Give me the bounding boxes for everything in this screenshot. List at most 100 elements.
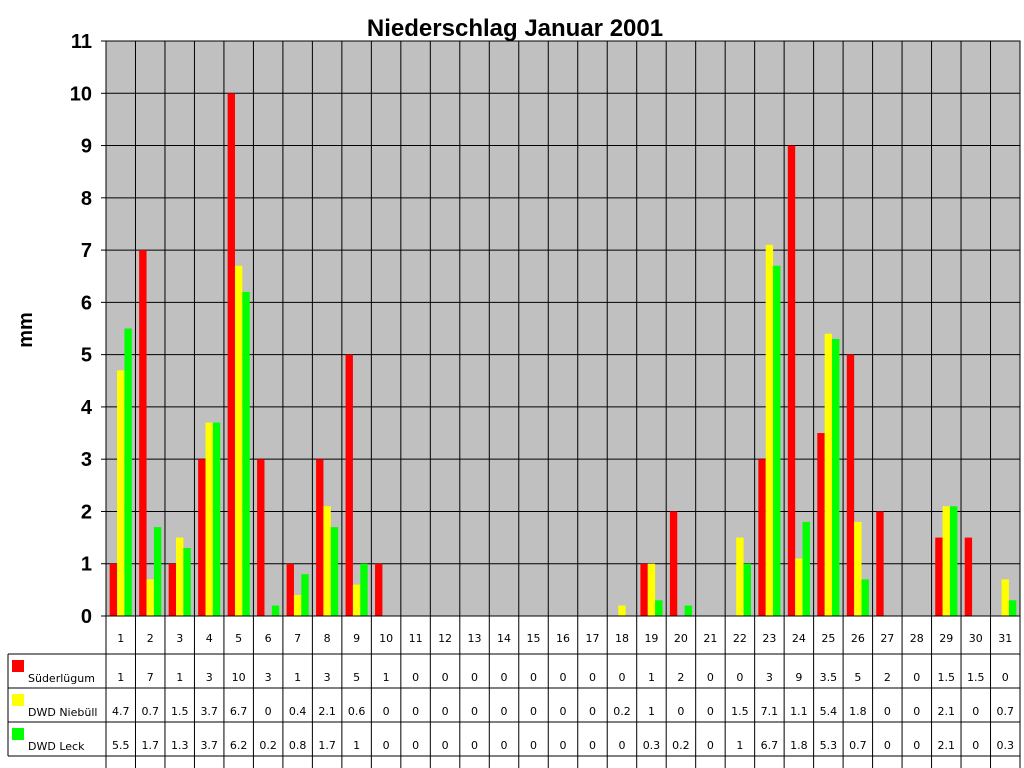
table-cell: 3 (766, 671, 773, 684)
table-cell: 1 (383, 671, 390, 684)
bar-dwd-nieb-ll-31 (1001, 579, 1009, 616)
table-cell: 2.1 (938, 705, 956, 718)
table-cell: 6.2 (230, 739, 248, 752)
legend-swatch (12, 660, 24, 672)
x-tick-label: 16 (556, 632, 570, 645)
bar-dwd-leck-5 (242, 291, 250, 616)
table-cell: 0 (383, 739, 390, 752)
bar-dwd-nieb-ll-7 (293, 595, 302, 616)
x-tick-label: 22 (733, 632, 747, 645)
x-tick-label: 8 (324, 632, 331, 645)
bar-dwd-leck-29 (949, 506, 958, 616)
y-tick-label: 6 (81, 292, 92, 314)
table-cell: 0 (501, 705, 508, 718)
bar-s-derl-gum-20 (669, 511, 678, 616)
table-cell: 0.7 (997, 705, 1015, 718)
x-tick-label: 17 (585, 632, 599, 645)
x-tick-label: 26 (851, 632, 865, 645)
table-cell: 3.5 (820, 671, 838, 684)
table-cell: 0 (618, 671, 625, 684)
table-cell: 0 (560, 739, 567, 752)
y-ticks: 0 1 2 3 4 5 6 7 8 9 10 11 (70, 31, 106, 628)
x-tick-label: 29 (939, 632, 953, 645)
x-tick-label: 2 (147, 632, 154, 645)
table-cell: 0 (884, 739, 891, 752)
bar-dwd-nieb-ll-22 (736, 537, 744, 616)
table-cell: 5 (854, 671, 861, 684)
table-cell: 1 (648, 671, 655, 684)
table-cell: 2.1 (938, 739, 956, 752)
x-tick-label: 10 (379, 632, 393, 645)
table-cell: 1 (736, 739, 743, 752)
y-tick-label: 11 (71, 31, 92, 53)
y-tick-label: 0 (81, 606, 92, 628)
data-table: 1 2 3 4 5 6 7 8 9 10 11 12 13 14 15 16 17 18 19 20 21 22 23 24 2… (7, 615, 1020, 757)
x-tick-label: 19 (644, 632, 658, 645)
table-cell: 0 (530, 739, 537, 752)
y-tick-label: 2 (81, 501, 92, 523)
y-tick-label: 7 (81, 240, 92, 262)
bar-s-derl-gum-23 (758, 459, 766, 616)
bar-dwd-leck-7 (301, 574, 309, 616)
bar-dwd-nieb-ll-26 (854, 521, 862, 616)
table-cell: 0 (442, 671, 449, 684)
table-cell: 7 (147, 671, 154, 684)
table-cell: 1.5 (938, 671, 956, 684)
legend-swatch (12, 694, 24, 706)
table-cell: 0.2 (259, 739, 277, 752)
table-cell: 0 (412, 739, 419, 752)
table-cell: 9 (795, 671, 802, 684)
table-cell: 0 (265, 705, 272, 718)
table-cell: 1 (176, 671, 183, 684)
table-cell: 5.5 (112, 739, 130, 752)
table-cell: 0 (471, 739, 478, 752)
bar-dwd-nieb-ll-3 (176, 537, 184, 616)
bar-dwd-leck-20 (684, 605, 692, 616)
table-cell: 0.6 (348, 705, 366, 718)
table-cell: 0.7 (141, 705, 159, 718)
x-tick-label: 23 (762, 632, 776, 645)
table-cell: 0 (530, 671, 537, 684)
legend-label: DWD Niebüll (28, 706, 97, 719)
table-cell: 1.7 (141, 739, 159, 752)
x-tick-label: 28 (910, 632, 924, 645)
bar-s-derl-gum-8 (316, 459, 324, 616)
bar-dwd-leck-26 (861, 579, 869, 616)
table-cell: 0 (501, 671, 508, 684)
table-cell: 6.7 (230, 705, 248, 718)
bar-dwd-nieb-ll-25 (824, 333, 833, 616)
table-cell: 1.5 (967, 671, 985, 684)
bar-dwd-nieb-ll-2 (146, 579, 154, 616)
bar-s-derl-gum-26 (846, 354, 855, 616)
x-tick-label: 11 (409, 632, 423, 645)
table-cell: 0 (530, 705, 537, 718)
table-cell: 0 (677, 705, 684, 718)
table-cell: 0 (972, 705, 979, 718)
table-cell: 1.7 (318, 739, 336, 752)
x-tick-label: 18 (615, 632, 629, 645)
y-tick-label: 9 (81, 136, 92, 158)
table-cell: 0 (471, 671, 478, 684)
table-cell: 0 (913, 739, 920, 752)
x-tick-label: 20 (674, 632, 688, 645)
x-tick-label: 3 (176, 632, 183, 645)
table-cell: 1 (648, 705, 655, 718)
table-cell: 0 (618, 739, 625, 752)
x-tick-label: 1 (117, 632, 124, 645)
legend-swatch (12, 728, 24, 740)
table-cell: 3 (206, 671, 213, 684)
x-tick-label: 21 (703, 632, 717, 645)
bar-s-derl-gum-30 (964, 537, 973, 616)
bar-s-derl-gum-9 (345, 354, 353, 616)
table-cell: 0 (736, 671, 743, 684)
bar-dwd-leck-8 (330, 527, 339, 616)
table-cell: 5.3 (820, 739, 838, 752)
table-cell: 1 (294, 671, 301, 684)
x-tick-label: 6 (265, 632, 272, 645)
table-cell: 1 (117, 671, 124, 684)
table-cell: 0 (442, 739, 449, 752)
table-cell: 0.4 (289, 705, 307, 718)
bar-dwd-nieb-ll-8 (323, 506, 331, 616)
table-cell: 0 (560, 705, 567, 718)
